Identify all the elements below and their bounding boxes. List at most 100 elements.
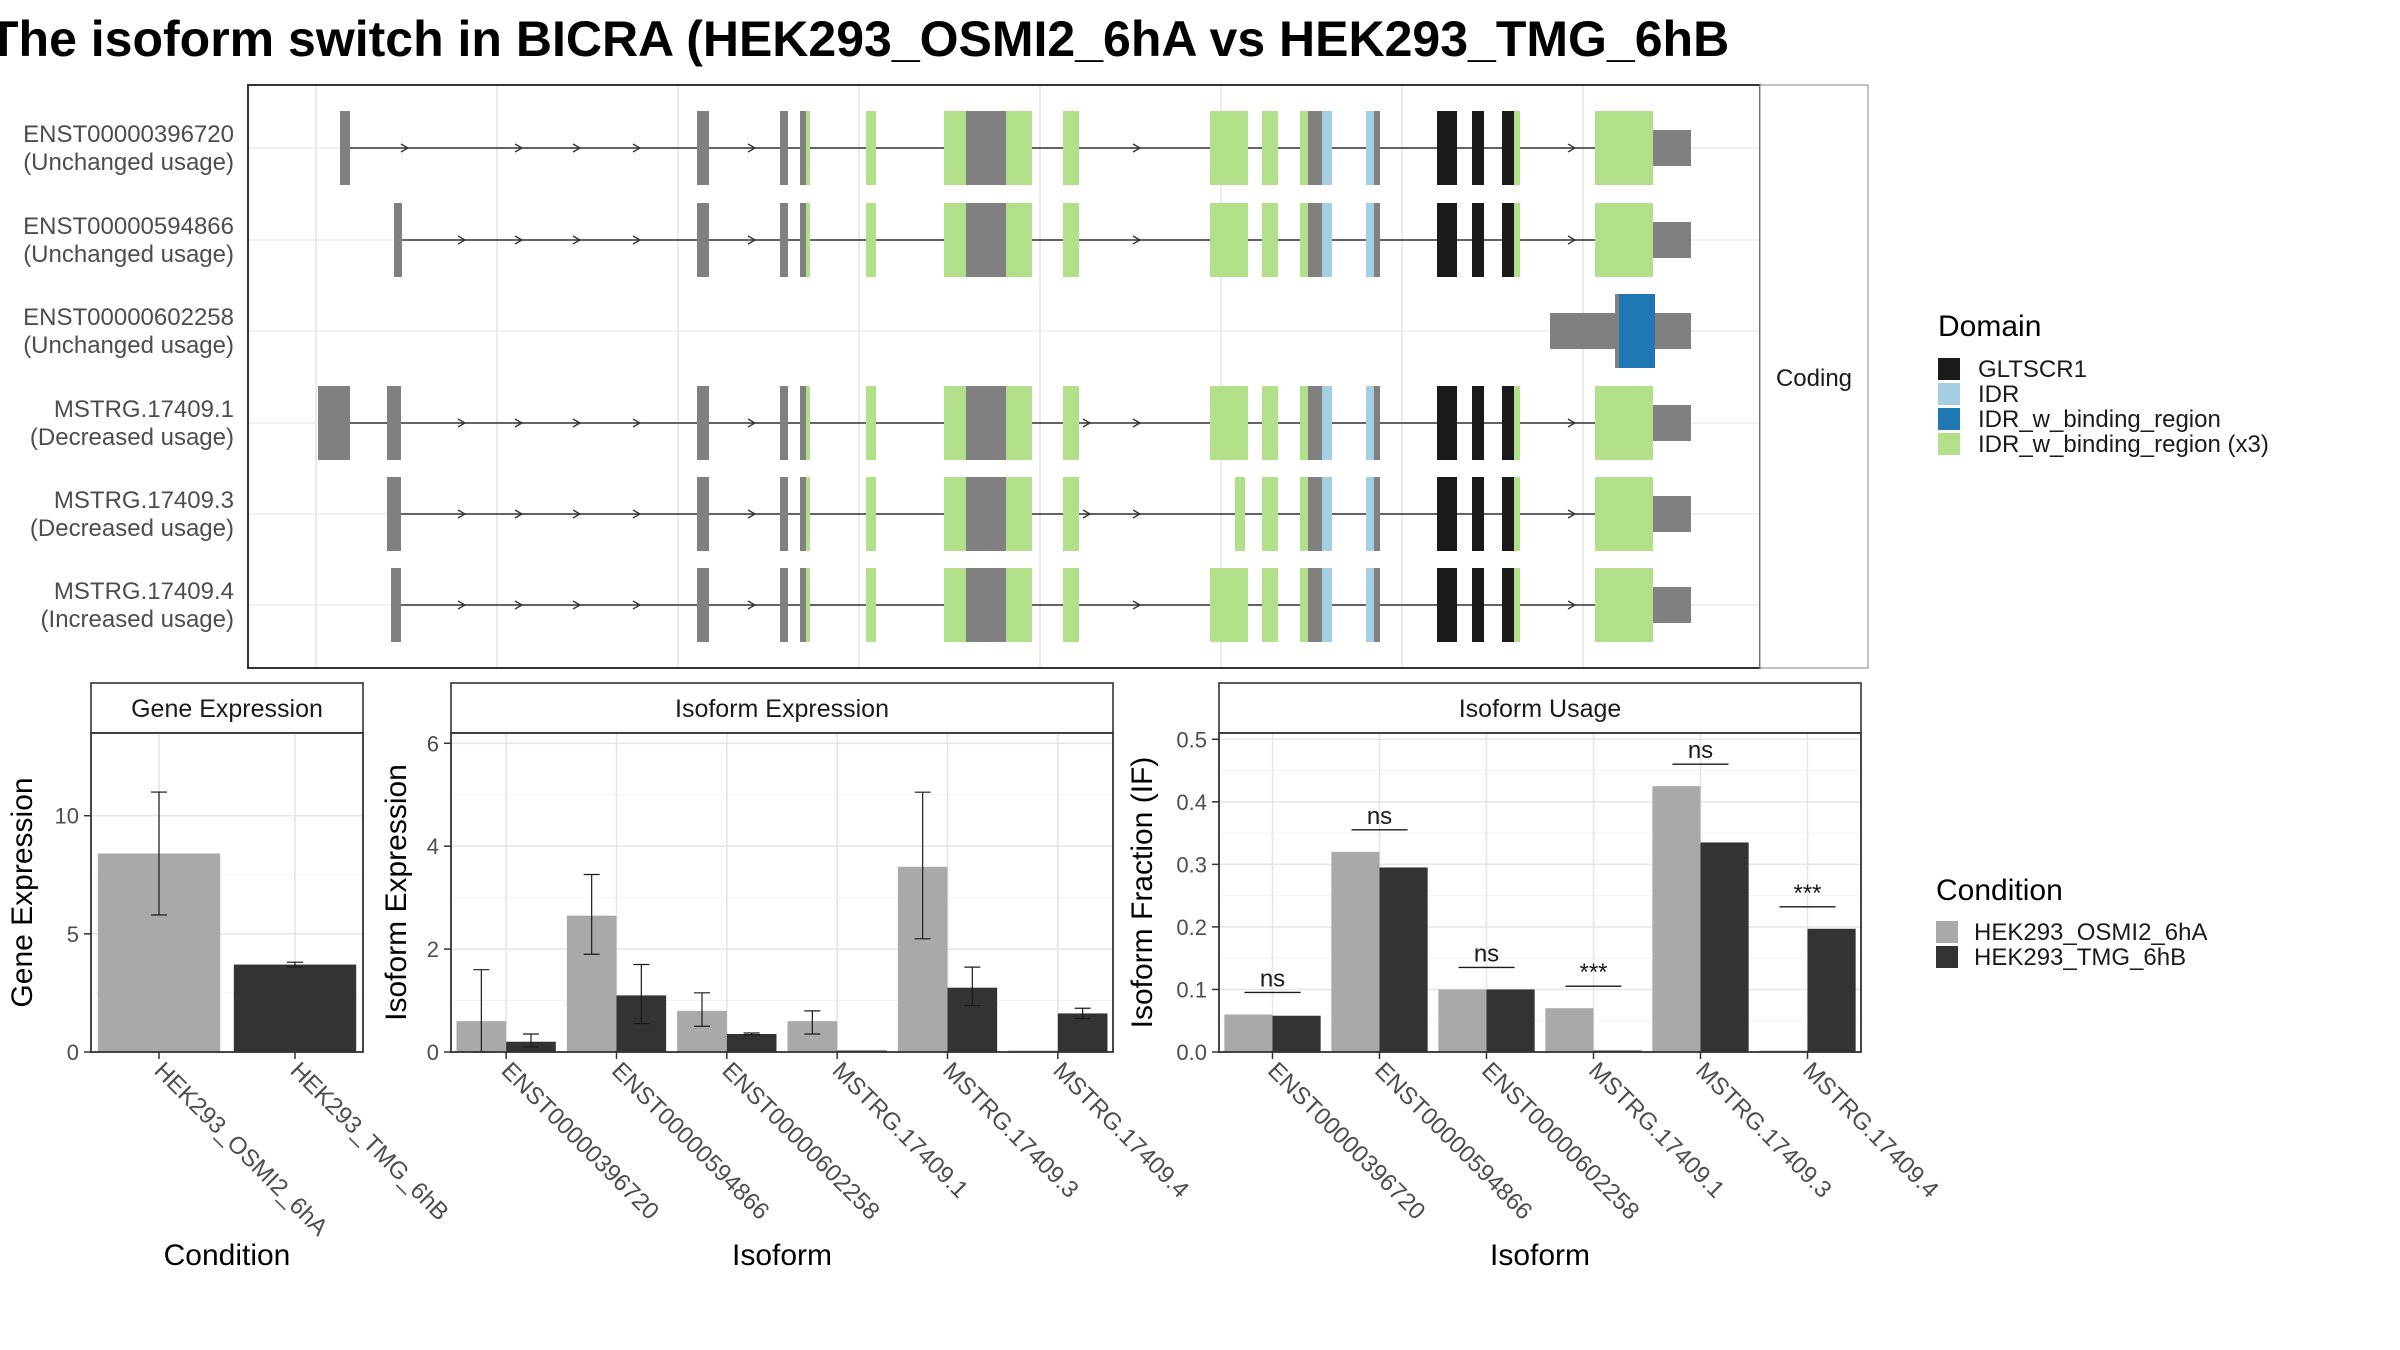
- exon-block: [1472, 203, 1484, 277]
- strand-arrow: [514, 143, 524, 153]
- bar-ENST00000602258-1: [1438, 989, 1487, 1052]
- isoform-row-ENST00000396720: ENST00000396720(Unchanged usage): [23, 111, 1691, 185]
- y-tick-label: 0: [427, 1040, 439, 1065]
- isoform-row-MSTRG.17409.1: MSTRG.17409.1(Decreased usage): [30, 386, 1691, 460]
- exon-block: [1322, 477, 1332, 551]
- strand-arrow: [400, 143, 410, 153]
- exon-block: [1595, 477, 1653, 551]
- exon-block: [1514, 477, 1520, 551]
- exon-block: [1210, 568, 1248, 642]
- y-tick-label: 2: [427, 937, 439, 962]
- exon-block: [806, 111, 810, 185]
- exon-block: [966, 568, 1006, 642]
- isoform-usage-label: (Decreased usage): [30, 424, 234, 451]
- exon-block: [1502, 111, 1514, 185]
- isoform-usage-label: (Decreased usage): [30, 515, 234, 542]
- strand-arrow: [747, 235, 757, 245]
- y-tick-label: 0.3: [1176, 852, 1207, 877]
- exon-block: [1615, 294, 1619, 368]
- legend-label: IDR: [1978, 381, 2019, 408]
- isoform-row-MSTRG.17409.3: MSTRG.17409.3(Decreased usage): [30, 477, 1691, 551]
- exon-block: [944, 477, 966, 551]
- strand-arrow: [572, 418, 582, 428]
- exon-block: [806, 203, 810, 277]
- exon-block: [1502, 203, 1514, 277]
- bar-MSTRG.17409.3-2: [1700, 842, 1749, 1052]
- exon-block: [697, 386, 709, 460]
- exon-block: [1006, 386, 1032, 460]
- legend-key-idr: [1938, 383, 1960, 405]
- y-tick-label: 6: [427, 731, 439, 756]
- exon-block: [944, 386, 966, 460]
- exon-block: [1210, 203, 1248, 277]
- exon-block: [780, 386, 788, 460]
- exon-block: [1308, 203, 1322, 277]
- strand-arrow: [1567, 143, 1577, 153]
- chart-title: Isoform Expression: [675, 695, 889, 723]
- exon-block: [1262, 477, 1278, 551]
- domain-legend-title: Domain: [1938, 310, 2041, 343]
- strand-arrow: [1132, 235, 1142, 245]
- strand-arrow: [572, 600, 582, 610]
- y-tick-label: 0: [67, 1040, 79, 1065]
- exon-block: [697, 568, 709, 642]
- exon-block: [1210, 386, 1248, 460]
- condition-legend-title: Condition: [1936, 874, 2063, 907]
- bar-MSTRG.17409.4-2: [1057, 1013, 1108, 1052]
- exon-block: [1308, 386, 1322, 460]
- x-axis-title: Isoform: [1490, 1239, 1590, 1272]
- strand-arrow: [572, 143, 582, 153]
- exon-block: [1262, 386, 1278, 460]
- exon-block: [1322, 111, 1332, 185]
- exon-block: [866, 568, 876, 642]
- legend-label: HEK293_TMG_6hB: [1974, 944, 2186, 971]
- exon-block: [866, 203, 876, 277]
- figure-title: The isoform switch in BICRA (HEK293_OSMI…: [0, 11, 1729, 67]
- exon-block: [966, 111, 1006, 185]
- exon-block: [800, 477, 808, 551]
- exon-block: [1472, 111, 1484, 185]
- legend-key-idr-w-binding-region: [1938, 408, 1960, 430]
- exon-block: [1502, 477, 1514, 551]
- exon-block: [1366, 203, 1374, 277]
- legend-key-gltscr1: [1938, 358, 1960, 380]
- exon-block: [1595, 111, 1653, 185]
- legend-label: IDR_w_binding_region: [1978, 406, 2221, 433]
- exon-block: [1502, 386, 1514, 460]
- exon-block: [1437, 477, 1457, 551]
- exon-block: [1502, 568, 1514, 642]
- exon-block: [1653, 587, 1691, 623]
- exon-block: [1374, 477, 1380, 551]
- exon-block: [1619, 294, 1655, 368]
- exon-block: [387, 477, 401, 551]
- strand-arrow: [1082, 418, 1092, 428]
- x-axis-title: Isoform: [732, 1239, 832, 1272]
- isoform-label: MSTRG.17409.4: [54, 578, 234, 605]
- legend-label: GLTSCR1: [1978, 356, 2087, 383]
- isoform-label: MSTRG.17409.3: [54, 487, 234, 514]
- isoform-usage-label: (Unchanged usage): [23, 332, 234, 359]
- exon-block: [1653, 222, 1691, 258]
- significance-label: ns: [1688, 737, 1713, 764]
- bar-ENST00000594866-1: [1331, 851, 1380, 1052]
- exon-block: [1514, 386, 1520, 460]
- exon-block: [1300, 477, 1308, 551]
- bar-ENST00000602258-2: [726, 1033, 777, 1052]
- bar-ENST00000594866-2: [1379, 867, 1428, 1052]
- exon-block: [1374, 568, 1380, 642]
- strand-arrow: [747, 600, 757, 610]
- strand-arrow: [747, 509, 757, 519]
- chart-title: Gene Expression: [131, 695, 323, 723]
- exon-block: [966, 386, 1006, 460]
- strand-arrow: [514, 235, 524, 245]
- bar-MSTRG.17409.4-2: [1807, 928, 1856, 1052]
- strand-arrow: [514, 418, 524, 428]
- bar-ENST00000602258-2: [1486, 989, 1535, 1052]
- y-tick-label: 0.4: [1176, 790, 1207, 815]
- strand-arrow: [632, 600, 642, 610]
- exon-block: [780, 203, 788, 277]
- significance-label: ***: [1793, 880, 1821, 907]
- isoform-row-ENST00000602258: ENST00000602258(Unchanged usage): [23, 294, 1691, 368]
- exon-block: [1514, 111, 1520, 185]
